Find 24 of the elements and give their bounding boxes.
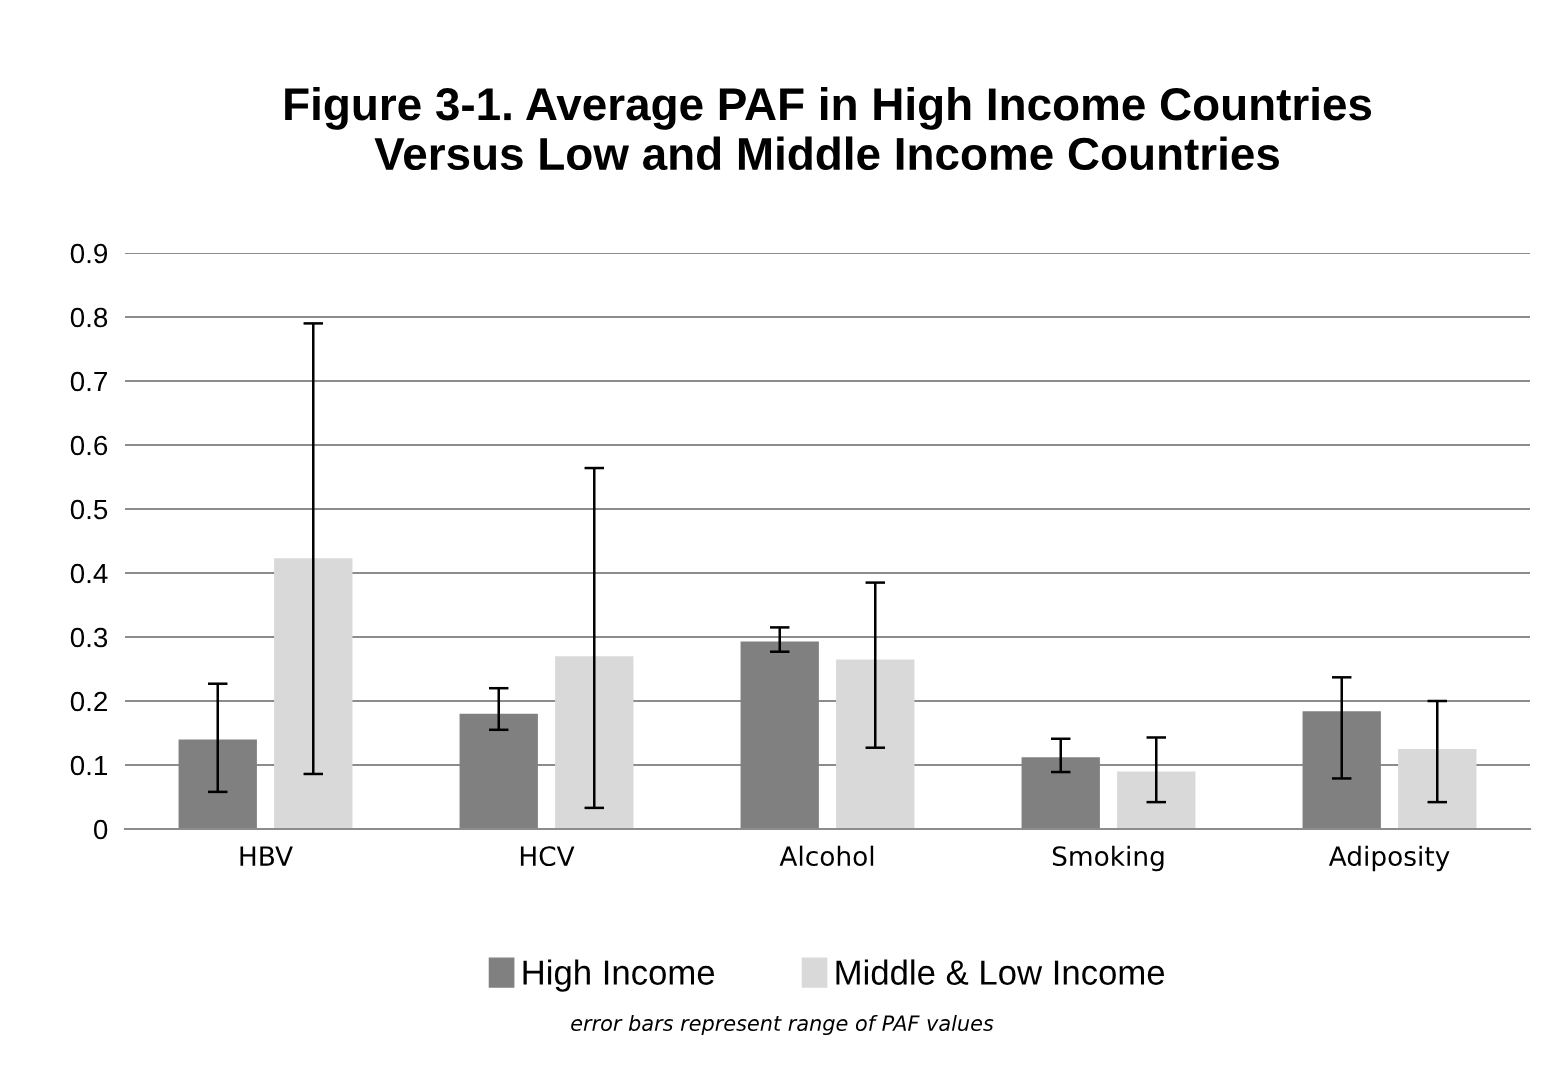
y-tick-label: 0: [93, 819, 108, 840]
bar: [274, 558, 353, 829]
chart-title: Figure 3-1. Average PAF in High Income Countries Versus Low and Middle Income Countries: [285, 86, 1372, 171]
x-tick-label: Adiposity: [1328, 845, 1450, 872]
x-tick-label: Alcohol: [779, 845, 874, 867]
y-tick-label: 0.4: [70, 563, 108, 584]
bar: [555, 656, 634, 829]
text: error bars represent range of PAF values: [571, 1014, 994, 1036]
x-tick-label: Smoking: [1052, 845, 1164, 872]
bar: [1398, 749, 1477, 829]
y-tick-label: 0.5: [70, 499, 108, 520]
y-tick-label: 0.7: [70, 371, 107, 392]
y-tick-label: 0.2: [70, 691, 107, 712]
legend-label: Middle & Low Income: [836, 959, 1165, 985]
x-tick-label: HCV: [520, 846, 575, 867]
legend-label: High Income: [523, 959, 715, 992]
y-tick-label: 0.8: [70, 307, 108, 328]
bar: [1117, 771, 1196, 829]
y-tick-label: 0.6: [70, 435, 108, 456]
y-tick-label: 0.3: [70, 627, 108, 648]
bar: [836, 659, 915, 829]
y-tick-label: 0.1: [70, 755, 107, 776]
x-tick-label: HBV: [240, 846, 293, 866]
y-tick-label: 0.9: [70, 243, 108, 264]
